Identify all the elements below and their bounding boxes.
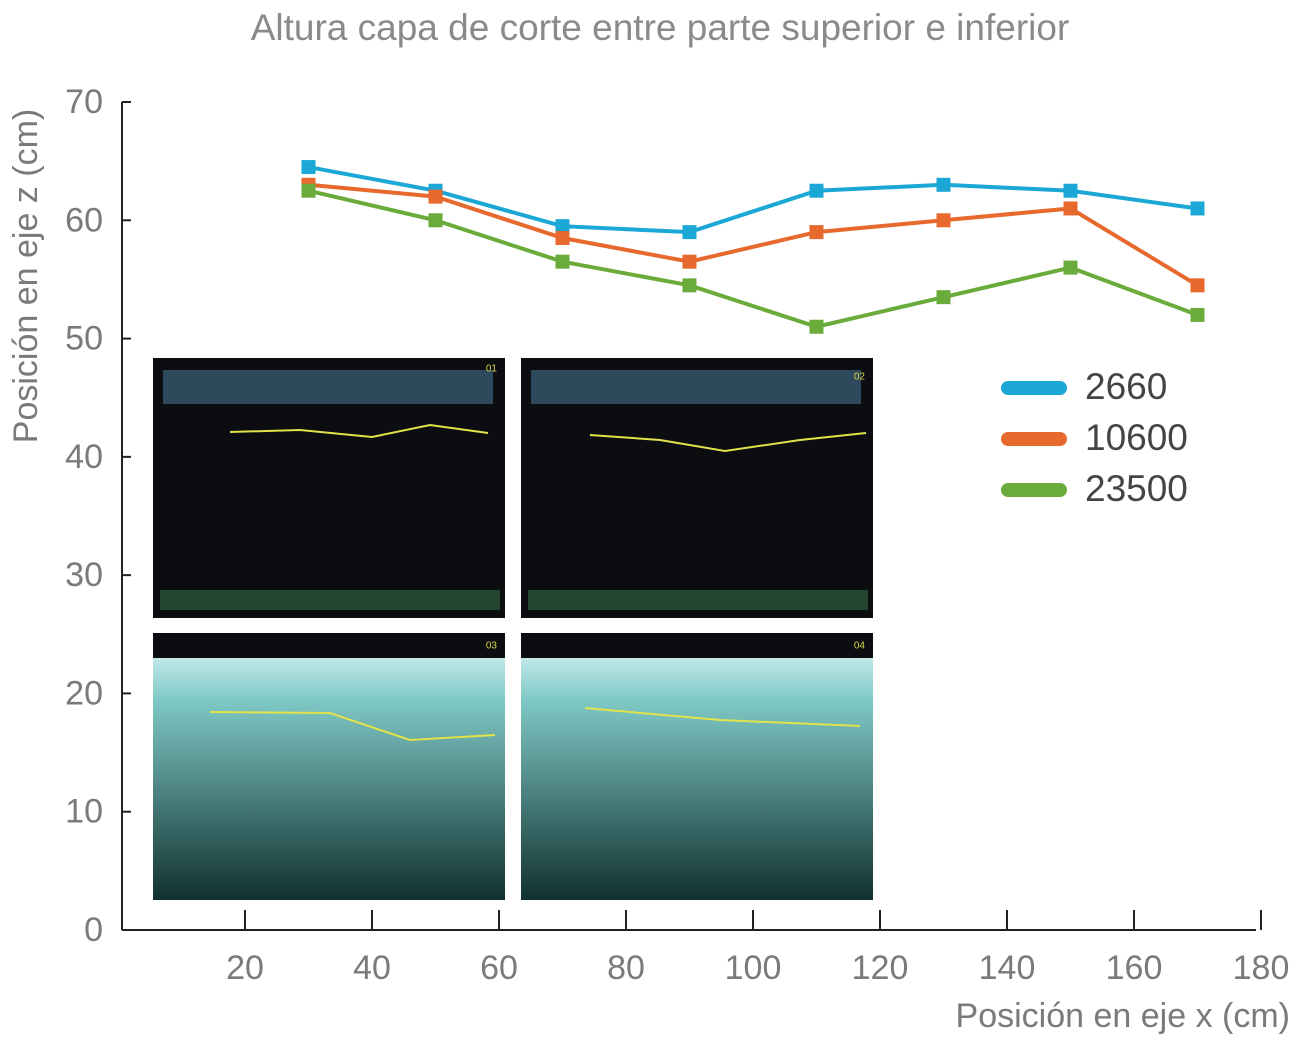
chart: Altura capa de corte entre parte superio…	[0, 0, 1305, 1038]
inset-label: 03	[486, 641, 498, 652]
x-tick-label: 80	[607, 949, 645, 987]
x-tick-label: 180	[1233, 949, 1290, 987]
data-point	[1191, 201, 1205, 215]
photo-detail	[528, 590, 868, 610]
data-point	[937, 290, 951, 304]
data-point	[556, 255, 570, 269]
y-tick-label: 20	[65, 674, 103, 712]
data-point	[1064, 184, 1078, 198]
data-point	[937, 178, 951, 192]
x-axis-label: Posición en eje x (cm)	[956, 997, 1290, 1035]
legend-label: 10600	[1085, 417, 1188, 458]
data-point	[1064, 201, 1078, 215]
data-point	[429, 190, 443, 204]
data-point	[810, 184, 824, 198]
data-point	[302, 184, 316, 198]
data-point	[429, 213, 443, 227]
data-point	[937, 213, 951, 227]
data-point	[1191, 278, 1205, 292]
photo-detail	[160, 590, 500, 610]
x-tick-label: 120	[852, 949, 909, 987]
data-point	[683, 278, 697, 292]
y-tick-label: 70	[65, 83, 103, 121]
photo-detail	[531, 370, 861, 404]
data-point	[810, 320, 824, 334]
x-tick-label: 140	[979, 949, 1036, 987]
chart-title: Altura capa de corte entre parte superio…	[251, 7, 1070, 48]
x-tick-label: 40	[353, 949, 391, 987]
y-axis-label: Posición en eje z (cm)	[7, 109, 45, 443]
data-point	[556, 231, 570, 245]
y-tick-label: 10	[65, 793, 103, 831]
y-tick-label: 30	[65, 556, 103, 594]
y-tick-label: 60	[65, 201, 103, 239]
x-tick-label: 160	[1106, 949, 1163, 987]
data-point	[1064, 261, 1078, 275]
x-tick-label: 60	[480, 949, 518, 987]
inset-label: 04	[854, 641, 866, 652]
inset-photos	[153, 358, 873, 900]
y-tick-label: 50	[65, 320, 103, 358]
photo	[153, 633, 505, 900]
x-tick-label: 20	[226, 949, 264, 987]
data-point	[683, 255, 697, 269]
legend-label: 23500	[1085, 468, 1188, 509]
inset-label: 02	[854, 372, 866, 383]
data-point	[810, 225, 824, 239]
photo-detail	[153, 633, 505, 658]
data-point	[302, 160, 316, 174]
y-tick-label: 0	[84, 911, 103, 949]
photo	[521, 633, 873, 900]
inset-label: 01	[486, 364, 498, 375]
photo-detail	[521, 633, 873, 658]
x-tick-label: 100	[725, 949, 782, 987]
data-point	[1191, 308, 1205, 322]
legend-label: 2660	[1085, 366, 1167, 407]
y-tick-label: 40	[65, 438, 103, 476]
data-point	[683, 225, 697, 239]
photo-detail	[163, 370, 493, 404]
